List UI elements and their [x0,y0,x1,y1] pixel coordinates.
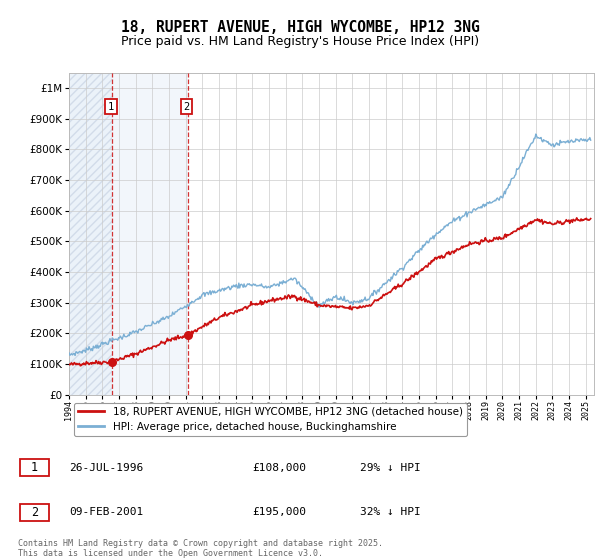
Text: 1: 1 [31,461,38,474]
Text: 09-FEB-2001: 09-FEB-2001 [69,507,143,517]
Text: 1: 1 [108,101,114,111]
Text: 2: 2 [31,506,38,519]
Text: £108,000: £108,000 [252,463,306,473]
Bar [112,73,188,395]
Text: 26-JUL-1996: 26-JUL-1996 [69,463,143,473]
Text: 29% ↓ HPI: 29% ↓ HPI [360,463,421,473]
Bar [69,73,112,395]
Text: £195,000: £195,000 [252,507,306,517]
FancyBboxPatch shape [20,504,49,521]
Text: Contains HM Land Registry data © Crown copyright and database right 2025.
This d: Contains HM Land Registry data © Crown c… [18,539,383,558]
Text: Price paid vs. HM Land Registry's House Price Index (HPI): Price paid vs. HM Land Registry's House … [121,35,479,48]
FancyBboxPatch shape [20,459,49,476]
Bar [69,73,112,395]
Text: 18, RUPERT AVENUE, HIGH WYCOMBE, HP12 3NG: 18, RUPERT AVENUE, HIGH WYCOMBE, HP12 3N… [121,20,479,35]
Legend: 18, RUPERT AVENUE, HIGH WYCOMBE, HP12 3NG (detached house), HPI: Average price, : 18, RUPERT AVENUE, HIGH WYCOMBE, HP12 3N… [74,403,467,436]
Text: 32% ↓ HPI: 32% ↓ HPI [360,507,421,517]
Text: 2: 2 [184,101,190,111]
